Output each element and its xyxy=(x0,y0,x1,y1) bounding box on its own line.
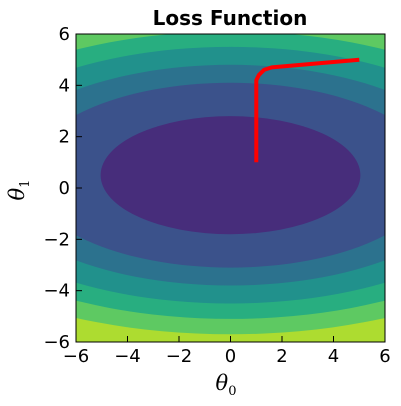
x-tick-label: 4 xyxy=(328,346,339,367)
y-tick-label: 4 xyxy=(59,75,70,96)
descent-path-layer xyxy=(254,57,360,163)
contour-band-0 xyxy=(100,116,361,235)
x-axis-ticks: −6 −4 −2 0 2 4 6 xyxy=(63,336,391,367)
x-tick-label: −2 xyxy=(166,346,193,367)
x-tick-label: 0 xyxy=(225,346,236,367)
descent-path-line xyxy=(254,57,360,163)
y-axis-label: θ1 xyxy=(5,180,33,201)
x-tick-label: −6 xyxy=(63,346,90,367)
y-tick-label: −4 xyxy=(43,281,70,302)
y-tick-label: −2 xyxy=(43,229,70,250)
x-tick-label: −4 xyxy=(114,346,141,367)
x-axis-label: θ0 xyxy=(216,371,237,399)
chart-title: Loss Function xyxy=(153,6,308,30)
contour-fills xyxy=(76,34,385,342)
y-tick-label: 0 xyxy=(59,178,70,199)
y-axis-ticks: −6 −4 −2 0 2 4 6 xyxy=(43,24,82,353)
y-tick-label: 2 xyxy=(59,127,70,148)
y-tick-label: −6 xyxy=(43,332,70,353)
x-tick-label: 6 xyxy=(379,346,390,367)
x-tick-label: 2 xyxy=(276,346,287,367)
y-tick-label: 6 xyxy=(59,24,70,45)
